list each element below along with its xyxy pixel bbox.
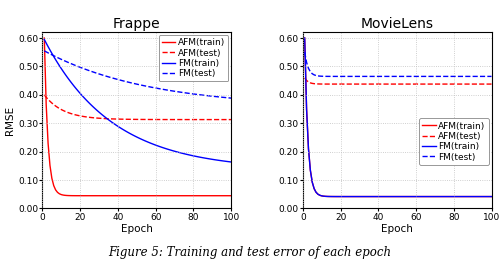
FM(train) [476, 195, 482, 198]
X-axis label: Epoch: Epoch [381, 225, 413, 234]
AFM(train) [481, 195, 487, 198]
FM(train) [413, 195, 419, 198]
AFM(test) [398, 83, 404, 86]
FM(train) [138, 137, 144, 140]
AFM(test) [138, 118, 144, 121]
FM(train) [77, 92, 83, 95]
Line: AFM(test): AFM(test) [305, 78, 492, 84]
FM(test) [213, 95, 219, 98]
FM(test) [77, 66, 83, 69]
FM(test) [413, 75, 419, 78]
AFM(test) [85, 116, 91, 119]
FM(test) [153, 87, 159, 90]
FM(test) [138, 83, 144, 87]
AFM(test) [345, 83, 351, 86]
Text: Figure 5: Training and test error of each epoch: Figure 5: Training and test error of eac… [108, 246, 391, 259]
FM(test) [481, 75, 487, 78]
AFM(test) [213, 118, 219, 121]
Title: Frappe: Frappe [113, 17, 161, 31]
AFM(train) [77, 194, 83, 197]
Line: FM(train): FM(train) [305, 38, 492, 197]
FM(test) [219, 96, 225, 99]
AFM(train) [221, 194, 227, 197]
AFM(test) [41, 93, 47, 96]
AFM(test) [481, 83, 487, 86]
FM(test) [424, 75, 430, 78]
AFM(test) [489, 83, 495, 86]
AFM(test) [228, 118, 234, 121]
AFM(train) [337, 195, 343, 198]
FM(test) [398, 75, 404, 78]
Line: FM(test): FM(test) [44, 51, 231, 98]
AFM(test) [219, 118, 225, 121]
AFM(test) [476, 83, 482, 86]
FM(train) [345, 195, 351, 198]
FM(test) [302, 51, 308, 54]
FM(test) [228, 97, 234, 100]
FM(test) [345, 75, 351, 78]
AFM(train) [476, 195, 482, 198]
AFM(train) [215, 194, 221, 197]
AFM(train) [153, 194, 159, 197]
AFM(train) [41, 37, 47, 40]
AFM(test) [421, 83, 427, 86]
FM(train) [85, 100, 91, 103]
AFM(train) [179, 194, 185, 197]
Line: FM(train): FM(train) [44, 39, 231, 162]
X-axis label: Epoch: Epoch [121, 225, 153, 234]
FM(test) [337, 75, 343, 78]
FM(train) [302, 37, 308, 40]
AFM(test) [302, 76, 308, 79]
FM(test) [85, 69, 91, 72]
FM(train) [337, 195, 343, 198]
FM(train) [398, 195, 404, 198]
AFM(test) [153, 118, 159, 121]
FM(train) [153, 143, 159, 147]
FM(train) [489, 195, 495, 198]
AFM(train) [85, 194, 91, 197]
Line: FM(test): FM(test) [305, 52, 492, 76]
AFM(train) [345, 195, 351, 198]
FM(train) [219, 159, 225, 162]
FM(test) [476, 75, 482, 78]
Line: AFM(train): AFM(train) [44, 38, 231, 196]
AFM(test) [337, 83, 343, 86]
Line: AFM(test): AFM(test) [44, 95, 231, 120]
FM(test) [489, 75, 495, 78]
Legend: AFM(train), AFM(test), FM(train), FM(test): AFM(train), AFM(test), FM(train), FM(tes… [159, 35, 229, 82]
FM(train) [41, 38, 47, 41]
AFM(train) [228, 194, 234, 197]
AFM(train) [413, 195, 419, 198]
FM(train) [428, 195, 434, 198]
FM(train) [228, 160, 234, 163]
FM(test) [41, 49, 47, 52]
Y-axis label: RMSE: RMSE [5, 106, 15, 135]
FM(train) [481, 195, 487, 198]
AFM(train) [398, 195, 404, 198]
AFM(test) [413, 83, 419, 86]
AFM(train) [302, 37, 308, 40]
Title: MovieLens: MovieLens [361, 17, 434, 31]
FM(train) [213, 158, 219, 161]
Line: AFM(train): AFM(train) [305, 38, 492, 197]
AFM(test) [77, 114, 83, 117]
Legend: AFM(train), AFM(test), FM(train), FM(test): AFM(train), AFM(test), FM(train), FM(tes… [419, 118, 489, 165]
AFM(train) [138, 194, 144, 197]
AFM(train) [489, 195, 495, 198]
AFM(train) [428, 195, 434, 198]
